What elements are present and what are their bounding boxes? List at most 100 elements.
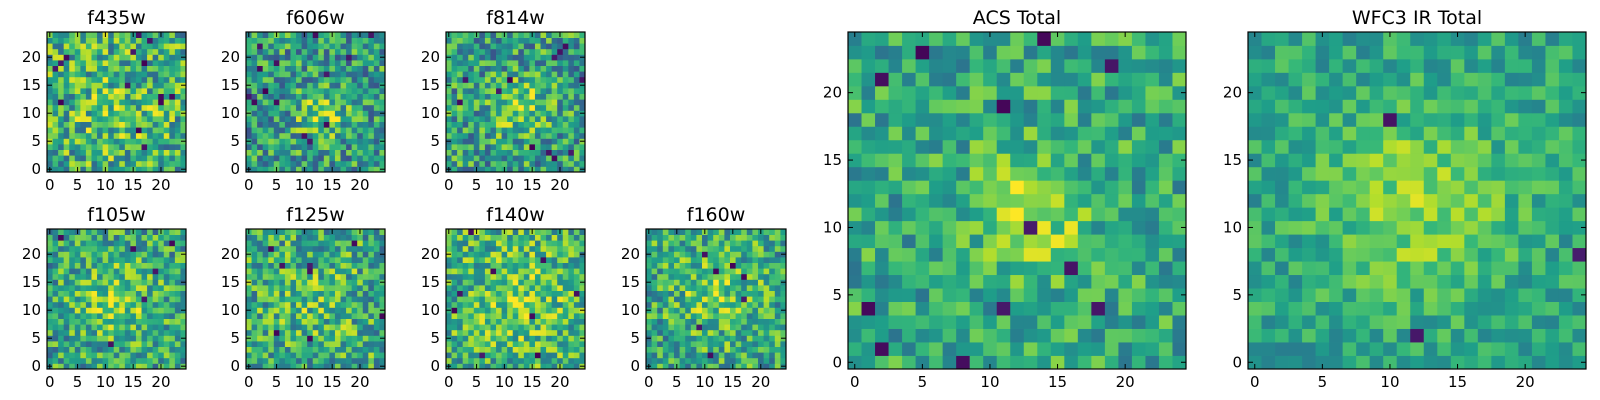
heatmap-cell — [562, 144, 569, 150]
heatmap-cell — [158, 341, 165, 347]
heatmap-cell — [562, 262, 569, 269]
heatmap-cell — [318, 301, 325, 308]
heatmap-cell — [557, 257, 564, 263]
heatmap-cell — [457, 166, 464, 173]
heatmap-cell — [562, 110, 569, 117]
heatmap-cell — [462, 324, 469, 331]
heatmap-cell — [446, 132, 452, 139]
heatmap-cell — [468, 240, 475, 247]
heatmap-cell — [457, 307, 464, 314]
heatmap-cell — [158, 43, 165, 50]
heatmap-cell — [312, 229, 319, 235]
heatmap-cell — [696, 251, 703, 258]
heatmap-cell — [268, 132, 275, 139]
heatmap-cell — [169, 71, 176, 78]
heatmap-cell — [152, 60, 159, 66]
heatmap-cell — [707, 363, 714, 370]
heatmap-cell — [147, 229, 154, 235]
heatmap-cell — [562, 245, 569, 252]
heatmap-cell — [312, 166, 319, 173]
heatmap-cell — [91, 234, 98, 241]
heatmap-cell — [158, 307, 165, 314]
heatmap-cell — [174, 121, 181, 128]
heatmap-cell — [58, 324, 65, 331]
heatmap-cell — [451, 43, 458, 50]
heatmap-cell — [690, 346, 697, 353]
heatmap-cell — [307, 93, 314, 100]
heatmap-cell — [362, 296, 369, 303]
heatmap-cell — [769, 257, 776, 263]
heatmap-cell — [540, 99, 547, 106]
heatmap-cell — [479, 268, 486, 275]
heatmap-cell — [518, 234, 525, 241]
heatmap-cell — [451, 229, 458, 235]
heatmap-cell — [690, 324, 697, 331]
heatmap-cell — [518, 121, 525, 128]
heatmap-cell — [346, 116, 353, 122]
heatmap-cell — [983, 355, 998, 370]
heatmap-cell — [451, 48, 458, 55]
heatmap-cell — [284, 352, 291, 359]
heatmap-cell — [902, 328, 916, 343]
heatmap-cell — [746, 268, 753, 275]
heatmap-cell — [152, 43, 159, 50]
heatmap-cell — [451, 296, 458, 303]
heatmap-cell — [158, 82, 165, 89]
heatmap-cell — [490, 285, 497, 291]
heatmap-cell — [52, 290, 59, 297]
heatmap-cell — [130, 257, 137, 263]
heatmap-cell — [169, 110, 176, 117]
heatmap-cell — [91, 329, 98, 336]
heatmap-cell — [334, 71, 341, 78]
heatmap-cell — [334, 132, 341, 139]
heatmap-cell — [113, 335, 120, 342]
heatmap-cell — [262, 329, 269, 336]
heatmap-cell — [85, 121, 92, 128]
heatmap-cell — [163, 279, 170, 286]
heatmap-cell — [956, 234, 971, 249]
heatmap-cell — [69, 279, 76, 286]
heatmap-cell — [340, 144, 347, 150]
heatmap-cell — [713, 245, 720, 252]
heatmap-cell — [273, 132, 280, 139]
heatmap-cell — [446, 268, 452, 275]
heatmap-cell — [646, 290, 652, 297]
heatmap-cell — [1131, 193, 1146, 208]
heatmap-cell — [119, 110, 126, 117]
heatmap-cell — [490, 99, 497, 106]
heatmap-cell — [373, 155, 380, 162]
heatmap-cell — [942, 193, 957, 208]
heatmap-cell — [91, 335, 98, 342]
heatmap-cell — [562, 104, 569, 111]
heatmap-cell — [929, 315, 944, 329]
heatmap-cell — [735, 329, 742, 336]
heatmap-cell — [523, 82, 530, 89]
heatmap-cell — [540, 352, 547, 359]
heatmap-cell — [63, 104, 70, 111]
heatmap-cell — [507, 257, 514, 263]
heatmap-cell — [518, 99, 525, 106]
heatmap-cell — [451, 121, 458, 128]
heatmap-cell — [468, 166, 475, 173]
heatmap-cell — [540, 313, 547, 319]
heatmap-cell — [329, 290, 336, 297]
heatmap-cell — [340, 296, 347, 303]
heatmap-cell — [651, 307, 658, 314]
heatmap-cell — [479, 60, 486, 66]
heatmap-cell — [735, 318, 742, 325]
heatmap-cell — [251, 251, 258, 258]
heatmap-cell — [546, 273, 553, 280]
heatmap-cell — [307, 48, 314, 55]
heatmap-cell — [529, 138, 536, 145]
heatmap-cell — [707, 329, 714, 336]
heatmap-cell — [346, 352, 353, 359]
heatmap-cell — [262, 60, 269, 66]
heatmap-cell — [507, 127, 514, 134]
heatmap-cell — [546, 240, 553, 247]
heatmap-cell — [135, 279, 142, 286]
heatmap-cell — [97, 363, 103, 370]
heatmap-cell — [74, 234, 81, 241]
heatmap-cell — [942, 342, 957, 356]
heatmap-cell — [501, 43, 508, 50]
heatmap-cell — [135, 127, 142, 134]
